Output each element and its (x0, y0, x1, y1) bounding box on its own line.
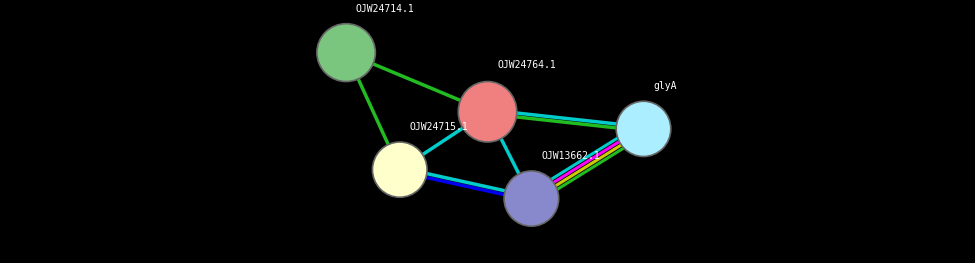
Text: OJW24764.1: OJW24764.1 (497, 60, 556, 70)
Ellipse shape (504, 171, 559, 226)
Ellipse shape (317, 24, 375, 82)
Text: OJW13662.1: OJW13662.1 (541, 151, 600, 161)
Text: OJW24714.1: OJW24714.1 (356, 4, 414, 14)
Ellipse shape (616, 101, 671, 156)
Text: OJW24715.1: OJW24715.1 (410, 122, 468, 132)
Ellipse shape (458, 82, 517, 142)
Ellipse shape (372, 142, 427, 197)
Text: glyA: glyA (653, 81, 677, 91)
